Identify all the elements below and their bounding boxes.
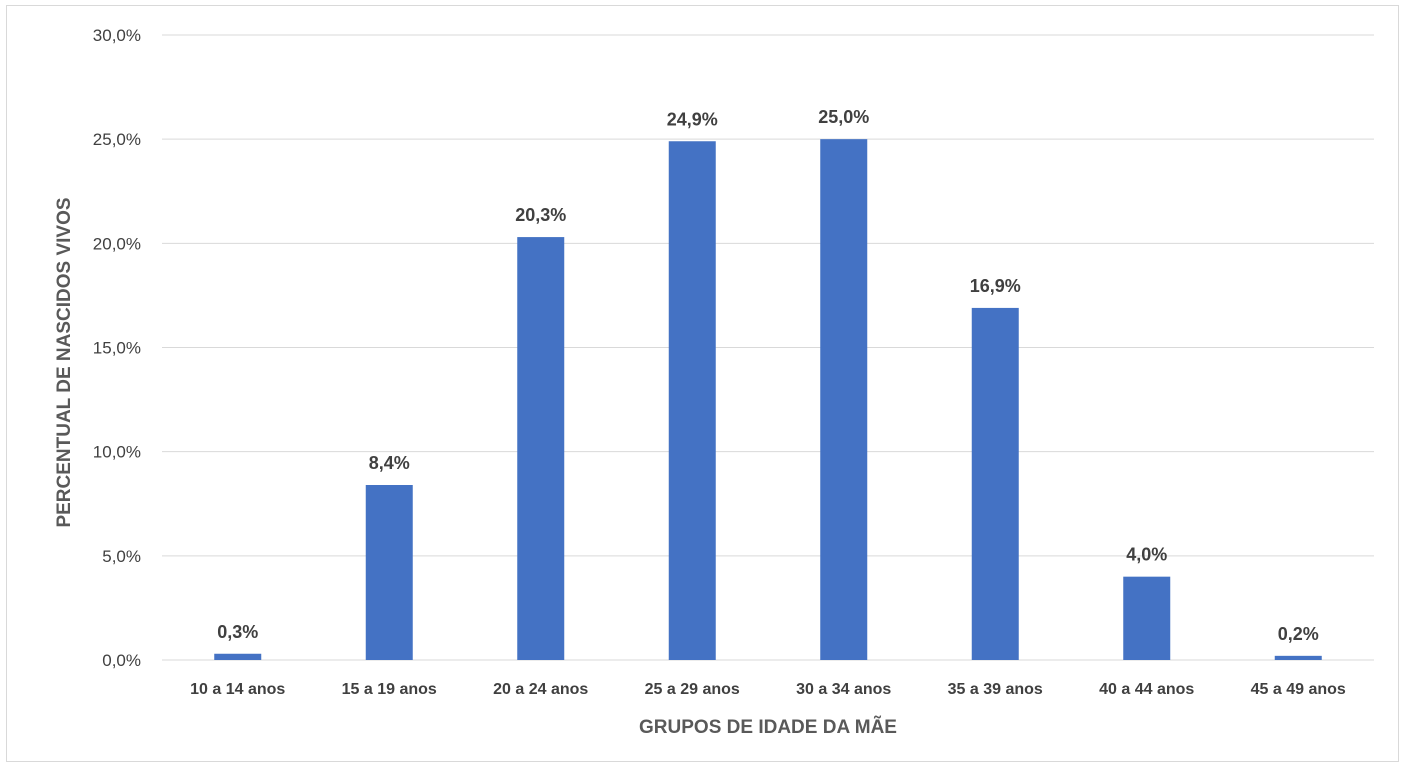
x-tick-label: 45 a 49 anos: [1251, 681, 1346, 698]
bar: [365, 485, 413, 660]
x-tick-label: 10 a 14 anos: [190, 681, 285, 698]
data-label: 25,0%: [818, 107, 869, 127]
data-label: 8,4%: [369, 453, 410, 473]
bar: [214, 653, 262, 660]
bar: [668, 141, 716, 660]
gridlines: [162, 34, 1374, 661]
bar: [971, 307, 1019, 660]
y-tick-labels: 0,0% 5,0% 10,0% 15,0% 20,0% 25,0% 30,0%: [93, 26, 141, 670]
bar: [820, 139, 868, 660]
y-axis-title: PERCENTUAL DE NASCIDOS VIVOS: [54, 197, 75, 527]
x-tick-label: 40 a 44 anos: [1099, 681, 1194, 698]
y-tick-label: 20,0%: [93, 234, 141, 253]
y-tick-label: 0,0%: [102, 651, 141, 670]
x-tick-label: 15 a 19 anos: [342, 681, 437, 698]
data-label: 24,9%: [667, 109, 718, 129]
data-label: 4,0%: [1126, 545, 1167, 565]
y-tick-label: 25,0%: [93, 130, 141, 149]
data-label: 0,3%: [217, 622, 258, 642]
bars: [214, 139, 1322, 661]
x-tick-label: 25 a 29 anos: [645, 681, 740, 698]
bar: [1274, 655, 1322, 660]
data-label: 20,3%: [515, 205, 566, 225]
y-tick-label: 5,0%: [102, 547, 141, 566]
x-tick-labels: 10 a 14 anos 15 a 19 anos 20 a 24 anos 25 a…: [190, 681, 1346, 698]
x-tick-label: 35 a 39 anos: [948, 681, 1043, 698]
bar: [1123, 576, 1171, 660]
x-tick-label: 20 a 24 anos: [493, 681, 588, 698]
data-label: 0,2%: [1278, 624, 1319, 644]
y-tick-label: 30,0%: [93, 26, 141, 45]
y-tick-label: 15,0%: [93, 339, 141, 358]
x-tick-label: 30 a 34 anos: [796, 681, 891, 698]
data-label: 16,9%: [970, 276, 1021, 296]
x-axis-title: GRUPOS DE IDADE DA MÃE: [639, 716, 897, 738]
y-tick-label: 10,0%: [93, 443, 141, 462]
bar: [517, 237, 565, 661]
data-labels: 0,3% 8,4% 20,3% 24,9% 25,0% 16,9% 4,0% 0,2%: [217, 107, 1319, 644]
